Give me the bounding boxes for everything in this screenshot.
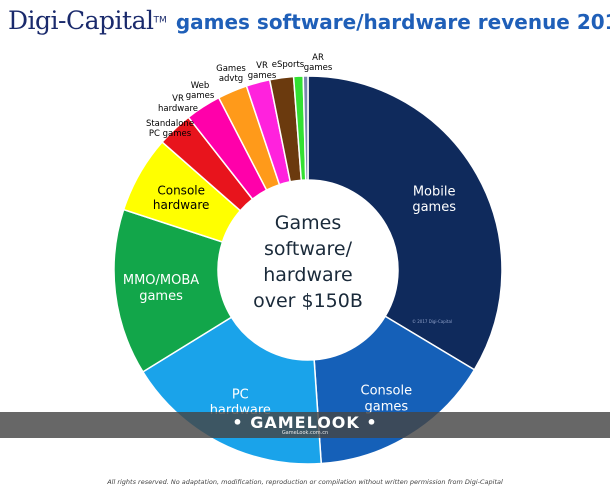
slice-label-web-games: Web games [186,81,215,101]
chart-title: Digi-CapitalTM games software/hardware r… [8,6,610,42]
banner-subtext: GameLook.com.cn [281,430,329,436]
brand-name: Digi-Capital [8,6,154,35]
slice-label-vr-games: VR games [248,61,277,81]
slice-ar-games [302,75,309,181]
slice-mmo-moba-games [113,208,233,373]
chart-watermark: © 2017 Digi-Capital [412,319,452,324]
slice-label-ar-games: AR games [304,53,333,73]
banner-text: • GAMELOOK • [232,413,378,432]
watermark-banner: • GAMELOOK • GameLook.com.cn [0,412,610,438]
slice-label-mmo-moba-games: MMO/MOBA games [123,273,199,304]
slice-label-console-games: Console games [361,384,413,415]
trademark-mark: TM [153,15,167,26]
center-label: Games software/hardware over $150B [253,212,363,312]
center-layer: Games software/hardware over $150B © 2017 D… [253,212,452,324]
slice-label-standalone-pc-games: Standalone PC games [146,119,194,139]
title-text: games software/hardware revenue 2017 [175,10,610,34]
slice-label-vr-hardware: VR hardware [158,94,198,114]
footer-note: All rights reserved. No adaptation, modi… [107,478,503,486]
slice-label-console-hardware: Console hardware [153,184,210,212]
slice-mobile-games [307,75,503,371]
slice-label-mobile-games: Mobile games [412,184,456,215]
slice-label-games-advtg: Games advtg [216,64,246,84]
slice-label-esports: eSports [272,60,305,70]
